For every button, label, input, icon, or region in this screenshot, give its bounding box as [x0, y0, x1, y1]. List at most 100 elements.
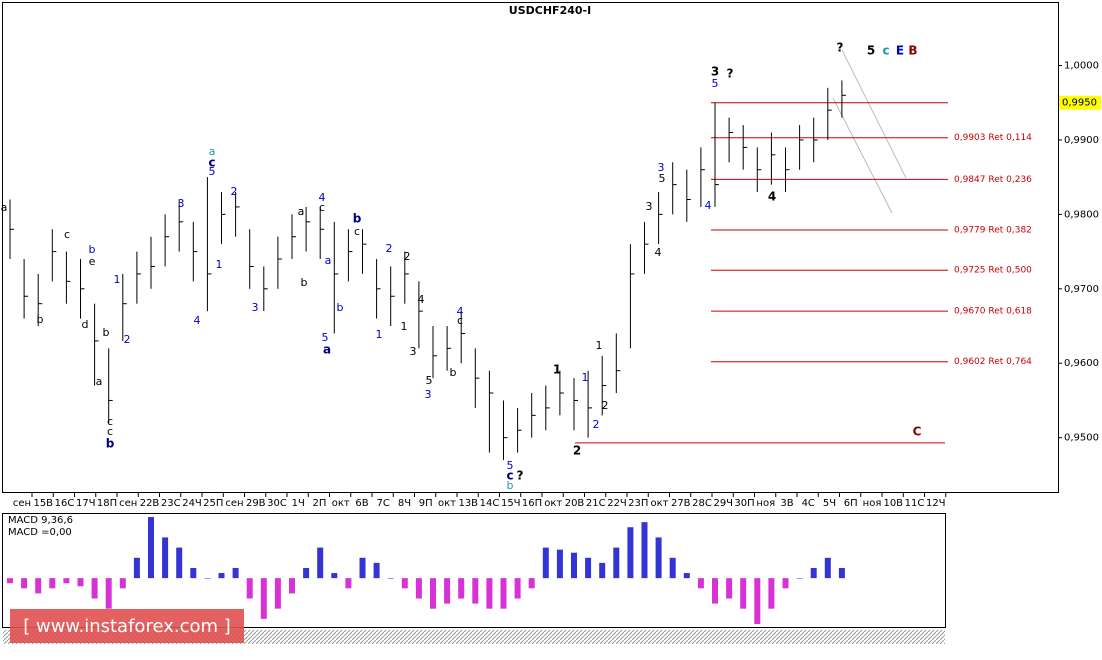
wave-label: b — [450, 366, 457, 379]
macd-bar — [514, 578, 521, 599]
x-tick-label: 15Ч — [501, 498, 521, 509]
macd-bar — [528, 578, 535, 589]
wave-label: 3 — [178, 197, 185, 210]
wave-label: B — [908, 44, 917, 58]
x-tick-label: 23П — [628, 498, 648, 509]
macd-bar — [218, 573, 225, 579]
macd-panel — [2, 513, 946, 628]
x-tick-label: окт — [544, 498, 562, 509]
macd-bar — [49, 578, 56, 589]
macd-bar — [782, 578, 789, 589]
macd-bar — [571, 552, 577, 579]
wave-label: c — [107, 415, 113, 428]
macd-bar — [669, 557, 676, 579]
wave-label: C — [913, 425, 922, 439]
x-tick-label: 21С — [586, 498, 606, 509]
macd-bar — [415, 578, 422, 599]
macd-bar — [105, 578, 112, 609]
trend-line — [832, 97, 893, 214]
wave-label: c — [506, 469, 513, 483]
x-tick-label: 10В — [883, 498, 903, 509]
macd-bar — [77, 578, 84, 587]
watermark-text: [ www.instaforex.com ] — [23, 616, 231, 637]
x-tick-label: 6П — [844, 498, 858, 509]
macd-bar — [697, 578, 704, 589]
wave-label: 5 — [659, 172, 666, 185]
macd-bar — [599, 562, 606, 579]
x-tick-label: окт — [332, 498, 350, 509]
macd-bar — [246, 578, 253, 599]
wave-label: 2 — [593, 418, 600, 431]
x-tick-label: сен — [225, 498, 243, 509]
wave-label: 5 — [209, 165, 216, 178]
macd-bar — [204, 578, 211, 579]
macd-bar — [472, 578, 479, 604]
level-label: 0,9602 Ret 0,764 — [954, 357, 1032, 367]
macd-bar — [824, 557, 831, 579]
wave-label: 4 — [194, 314, 201, 327]
wave-label: 4 — [418, 293, 425, 306]
x-tick-label: 30П — [734, 498, 754, 509]
wave-label: 1 — [582, 371, 589, 384]
y-tick-label: 0,9500 — [1064, 433, 1099, 444]
macd-bar — [585, 557, 592, 579]
x-tick-label: 16П — [522, 498, 542, 509]
wave-label: 1 — [216, 258, 223, 271]
macd-bar — [754, 578, 761, 624]
level-label: 0,9903 Ret 0,114 — [954, 133, 1032, 143]
wave-label: 4 — [655, 246, 662, 259]
wave-label: c — [64, 228, 70, 241]
wave-label: 2 — [231, 185, 238, 198]
wave-label: a — [209, 145, 216, 158]
x-tick-label: 14С — [480, 498, 500, 509]
x-tick-label: сен — [119, 498, 137, 509]
y-tick-label: 1,0000 — [1064, 61, 1099, 72]
wave-label: b — [337, 301, 344, 314]
macd-value: MACD =0,00 — [8, 527, 72, 538]
x-tick-label: 8Ч — [398, 498, 411, 509]
x-tick-label: 20В — [565, 498, 585, 509]
x-tick-label: 5Ч — [823, 498, 836, 509]
main-panel — [2, 2, 1059, 493]
macd-bar — [373, 562, 380, 579]
wave-label: c — [107, 425, 113, 438]
wave-label: c — [319, 201, 325, 214]
x-tick-label: 11С — [905, 498, 925, 509]
macd-bar — [712, 578, 718, 604]
macd-bar — [260, 578, 267, 619]
wave-label: 2 — [602, 399, 609, 412]
y-tick-label: 0,9700 — [1064, 284, 1099, 295]
x-tick-label: 25П — [203, 498, 223, 509]
x-tick-label: окт — [651, 498, 669, 509]
wave-label: ? — [727, 67, 734, 81]
watermark: [ www.instaforex.com ] — [10, 609, 244, 643]
macd-bar — [331, 573, 338, 579]
macd-bar — [740, 578, 747, 609]
wave-label: b — [301, 276, 308, 289]
wave-label: 3 — [711, 65, 719, 79]
wave-label: 5 — [867, 44, 875, 58]
macd-bar — [35, 578, 42, 594]
macd-name: MACD 9,36,6 — [8, 515, 73, 526]
macd-bar — [683, 573, 690, 579]
x-tick-label: 6В — [355, 498, 368, 509]
wave-label: a — [325, 254, 332, 267]
macd-bar — [7, 578, 13, 584]
wave-label: 3 — [425, 388, 432, 401]
wave-label: c — [208, 156, 215, 170]
macd-bar — [641, 522, 648, 579]
x-tick-label: 1Ч — [292, 498, 305, 509]
wave-label: 2 — [124, 333, 131, 346]
macd-bar — [190, 567, 197, 579]
macd-bar — [796, 578, 803, 579]
wave-label: 2 — [386, 242, 393, 255]
x-tick-label: сен — [13, 498, 31, 509]
macd-bar — [176, 547, 183, 579]
level-label: 0,9779 Ret 0,382 — [954, 226, 1032, 236]
macd-bar — [627, 527, 634, 579]
macd-bar — [303, 567, 310, 579]
wave-label: 1 — [596, 339, 603, 352]
macd-bar — [91, 578, 98, 599]
